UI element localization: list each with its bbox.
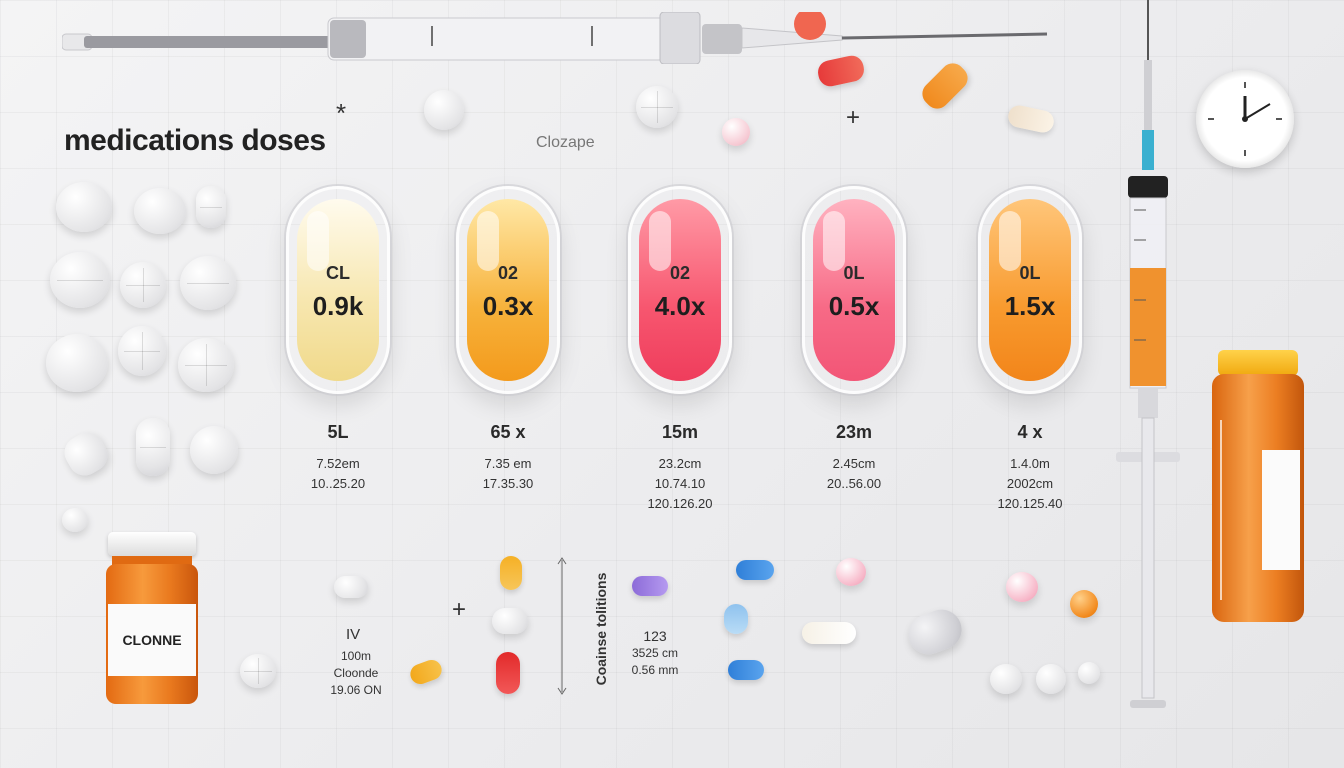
pill-icon: [902, 603, 968, 661]
column-amount: 5L: [327, 422, 349, 442]
capsule-icon: [500, 556, 522, 590]
pill-icon: [134, 188, 186, 234]
capsule-icon: [736, 560, 774, 580]
column-detail: 2.45cm 20..56.00: [826, 456, 882, 491]
pill-icon: [990, 664, 1022, 694]
medicine-bottle-right: [1212, 350, 1304, 622]
capsule-icon: [407, 657, 445, 687]
dose-capsule-3: 02 4.0x: [628, 186, 732, 394]
capsule-dose: 1.5x: [1004, 291, 1056, 321]
pill-icon: [120, 262, 166, 308]
capsule-icon: [802, 622, 856, 644]
iv-label: IV: [346, 626, 361, 643]
dose-capsule-1: CL 0.9k: [286, 186, 390, 394]
capsule-icon: [724, 604, 748, 634]
capsule-code: 02: [669, 263, 691, 283]
capsule-icon: [917, 58, 973, 114]
column-amount: 23m: [835, 422, 873, 442]
pill-icon: [180, 256, 236, 310]
capsule-icon: [728, 660, 764, 680]
pill-icon: [62, 508, 88, 532]
capsule-dose: 0.3x: [482, 291, 534, 321]
combo-vertical-label: Coainse tolitions: [593, 572, 609, 686]
pill-icon: [636, 86, 678, 128]
plus-mark-bottom: +: [452, 596, 467, 623]
pill-icon: [1078, 662, 1100, 684]
dose-capsule-4: 0L 0.5x: [802, 186, 906, 394]
plus-mark-top: +: [846, 104, 861, 131]
column-detail: 7.52em 10..25.20: [310, 456, 366, 491]
column-amount: 4 x: [1017, 422, 1043, 442]
syringe-top-icon: [62, 12, 1048, 64]
subtitle: Clozape: [536, 134, 595, 151]
capsule-dose: 0.5x: [828, 291, 880, 321]
pill-icon: [190, 426, 238, 474]
pill-icon: [50, 252, 110, 308]
pill-icon: [1036, 664, 1066, 694]
combo-detail: 123 3525 cm 0.56 mm: [631, 628, 679, 677]
pill-icon: [196, 186, 226, 228]
capsule-dose: 4.0x: [654, 291, 706, 321]
capsule-code: 0L: [1019, 263, 1041, 283]
dose-capsule-2: 02 0.3x: [456, 186, 560, 394]
iv-detail: 100m Cloonde 19.06 ON: [330, 649, 382, 697]
capsule-dose: 0.9k: [312, 291, 364, 321]
pill-icon: [58, 426, 114, 482]
column-detail: 23.2cm 10.74.10 120.126.20: [647, 456, 713, 511]
pill-icon: [1070, 590, 1098, 618]
pill-icon: [118, 326, 166, 376]
star-mark: *: [336, 98, 347, 128]
bottle-label: CLONNE: [108, 604, 196, 676]
capsule-code: CL: [326, 263, 350, 283]
pill-icon: [836, 558, 866, 586]
pill-icon: [492, 608, 528, 634]
pill-icon: [424, 90, 464, 130]
pill-icon: [178, 338, 234, 392]
clock-icon: [1196, 70, 1294, 168]
capsule-icon: [496, 652, 520, 694]
medicine-bottle-left: CLONNE: [106, 532, 198, 704]
capsule-code: 02: [497, 263, 519, 283]
pill-icon: [46, 334, 108, 392]
pill-icon: [240, 654, 276, 688]
pill-icon: [136, 418, 170, 476]
dose-capsule-5: 0L 1.5x: [978, 186, 1082, 394]
column-detail: 1.4.0m 2002cm 120.125.40: [997, 456, 1063, 511]
syringe-vertical-icon: [1116, 0, 1180, 708]
column-amount: 15m: [661, 422, 699, 442]
divider-arrow: [557, 557, 567, 695]
capsule-icon: [1006, 103, 1056, 135]
pill-icon: [1006, 572, 1038, 602]
capsule-code: 0L: [843, 263, 865, 283]
capsule-icon: [632, 576, 668, 596]
column-detail: 7.35 em 17.35.30: [482, 456, 534, 491]
page-title: medications doses: [64, 124, 326, 157]
pill-icon: [722, 118, 750, 146]
pill-icon: [56, 182, 112, 232]
pill-icon: [334, 576, 368, 598]
column-amount: 65 x: [490, 422, 526, 442]
